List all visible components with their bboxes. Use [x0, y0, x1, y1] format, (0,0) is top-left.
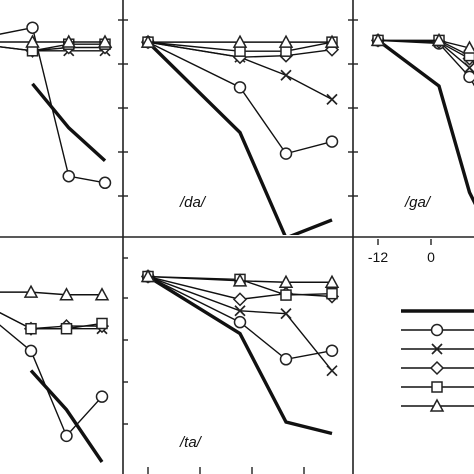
marker-circle: [233, 315, 247, 329]
series-line-diamond: [0, 46, 105, 52]
legend: -12 0: [368, 239, 474, 412]
marker-triangle: [462, 40, 474, 54]
marker-x: [463, 62, 474, 74]
series-line-circle: [0, 26, 106, 184]
marker-triangle: [232, 273, 248, 287]
marker-circle: [463, 70, 474, 84]
series-line-baseline: [376, 39, 474, 206]
marker-circle: [279, 353, 293, 366]
series-line-circle: [0, 324, 103, 438]
marker-triangle: [232, 34, 248, 48]
marker-triangle: [140, 268, 156, 283]
marker-circle: [325, 135, 339, 148]
marker-circle: [430, 323, 444, 337]
marker-square: [280, 289, 292, 301]
legend-entry: [401, 360, 474, 376]
marker-x: [280, 69, 292, 81]
chart-panels: /da/ /ga/ /ta/: [0, 21, 474, 463]
series-line-x: [147, 275, 333, 372]
marker-triangle: [23, 284, 39, 298]
marker-triangle: [61, 34, 77, 48]
series-line-circle: [147, 275, 333, 361]
legend-entry: [401, 343, 474, 355]
chart-panel: /ta/: [140, 268, 340, 451]
marker-triangle: [25, 34, 40, 48]
marker-square: [25, 322, 37, 335]
marker-triangle: [97, 34, 113, 48]
marker-triangle: [324, 34, 340, 48]
series-line-square: [147, 275, 333, 296]
marker-square: [60, 322, 73, 335]
series-line-square: [0, 43, 105, 52]
marker-triangle: [431, 32, 447, 47]
marker-diamond: [232, 292, 248, 307]
marker-circle: [26, 21, 39, 34]
series-line-baseline: [147, 275, 333, 436]
series-line-baseline: [31, 82, 107, 163]
series-line-circle: [147, 41, 333, 155]
series-line-triangle: [0, 291, 102, 296]
series-line-diamond: [377, 39, 474, 64]
panel-label: /da/: [179, 194, 207, 211]
legend-entry: [401, 398, 474, 412]
marker-circle: [24, 344, 38, 358]
panel-label: /ta/: [179, 434, 203, 451]
marker-triangle: [429, 398, 445, 412]
marker-triangle: [324, 274, 340, 288]
chart-panel: /ga/: [370, 32, 474, 211]
marker-triangle: [278, 274, 294, 288]
series-line-baseline: [146, 40, 333, 235]
series-line-square: [0, 311, 103, 330]
series-line-circle: [377, 39, 474, 87]
marker-x: [326, 365, 338, 377]
marker-square: [326, 287, 338, 300]
legend-entry: [401, 381, 474, 393]
marker-diamond: [429, 360, 445, 376]
marker-circle: [60, 429, 73, 443]
series-line-diamond: [0, 311, 102, 330]
legend-tick-label: 0: [427, 249, 435, 265]
marker-circle: [98, 176, 112, 190]
marker-circle: [62, 169, 75, 183]
marker-x: [431, 343, 443, 355]
chart-panel: /da/: [140, 34, 340, 235]
marker-triangle: [370, 32, 386, 47]
marker-x: [280, 308, 292, 320]
marker-triangle: [140, 34, 156, 48]
marker-square: [96, 317, 108, 330]
series-line-triangle: [147, 275, 332, 283]
series-line-triangle: [378, 39, 474, 50]
marker-x: [234, 305, 246, 317]
series-line-square: [147, 41, 333, 52]
chart-panel: [0, 21, 113, 190]
series-line-diamond: [147, 275, 333, 301]
series-line-baseline: [29, 369, 104, 463]
marker-x: [326, 93, 338, 105]
marker-square: [431, 381, 443, 393]
legend-entry: [401, 323, 474, 337]
marker-triangle: [278, 34, 294, 48]
legend-tick-label: -12: [368, 249, 388, 265]
marker-circle: [279, 147, 293, 160]
series-line-diamond: [147, 41, 333, 58]
marker-triangle: [94, 287, 110, 301]
chart-panel: [0, 284, 110, 463]
marker-triangle: [59, 287, 74, 301]
marker-circle: [95, 390, 109, 403]
panel-label: /ga/: [404, 194, 432, 211]
marker-circle: [233, 81, 247, 94]
marker-circle: [325, 344, 339, 357]
